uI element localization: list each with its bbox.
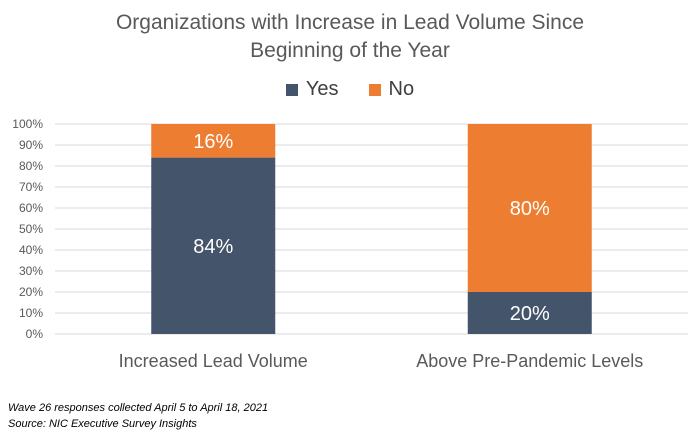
chart-title-line-2: Beginning of the Year (250, 39, 450, 62)
y-tick-label: 60% (19, 201, 43, 215)
y-tick-label: 80% (19, 159, 43, 173)
legend: Yes No (0, 78, 700, 101)
bar-yes-2 (467, 292, 592, 334)
legend-item-yes: Yes (285, 78, 339, 101)
legend-swatch-no (368, 83, 381, 96)
legend-item-no: No (368, 78, 415, 101)
y-tick-label: 90% (19, 138, 43, 152)
legend-label-yes: Yes (305, 78, 339, 100)
data-label-yes-1: 84% (193, 236, 233, 258)
x-category-label: Above Pre-Pandemic Levels (416, 351, 643, 371)
bar-no-1 (151, 124, 276, 158)
legend-label-no: No (388, 78, 415, 100)
x-category-label: Increased Lead Volume (119, 351, 308, 371)
bar-yes-1 (151, 157, 276, 334)
y-tick-label: 10% (19, 306, 43, 320)
y-tick-label: 70% (19, 180, 43, 194)
y-tick-label: 100% (12, 117, 43, 131)
y-tick-label: 30% (19, 264, 43, 278)
y-tick-label: 40% (19, 243, 43, 257)
y-tick-label: 50% (19, 222, 43, 236)
bar-no-2 (467, 124, 592, 292)
footnote-source: Source: NIC Executive Survey Insights (8, 418, 197, 430)
y-tick-label: 20% (19, 285, 43, 299)
data-label-no-2: 80% (510, 198, 550, 220)
footnote-wave: Wave 26 responses collected April 5 to A… (8, 402, 269, 414)
y-tick-label: 0% (26, 327, 44, 341)
legend-swatch-yes (285, 83, 298, 96)
data-label-no-1: 16% (193, 131, 233, 153)
chart-title-line-1: Organizations with Increase in Lead Volu… (115, 11, 585, 34)
data-label-yes-2: 20% (510, 303, 550, 325)
